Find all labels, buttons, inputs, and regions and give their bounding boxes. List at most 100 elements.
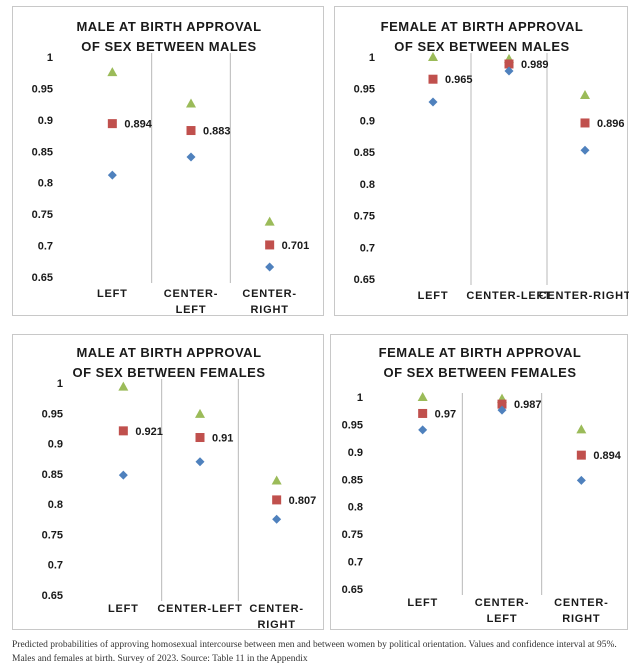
y-tick-label: 1 [57,378,63,390]
data-label: 0.701 [282,240,310,252]
lower-ci-marker [418,425,428,435]
chart-title-line: OF SEX BETWEEN MALES [81,39,256,54]
x-tick-label: LEFT [97,288,128,300]
point-estimate-marker [195,433,205,443]
x-tick-label: CENTER- [554,597,609,609]
x-tick-label: RIGHT [251,304,289,316]
chart-panel-male-sex-between-males: MALE AT BIRTH APPROVAL OF SEX BETWEEN MAL… [12,6,324,316]
y-tick-label: 0.8 [348,502,363,514]
point-estimate-marker [504,59,514,69]
figure-caption: Predicted probabilities of approving hom… [12,640,617,664]
x-tick-label: RIGHT [562,613,600,625]
y-tick-label: 0.75 [42,529,63,541]
y-tick-label: 0.7 [38,241,53,253]
chart-title-line: OF SEX BETWEEN FEMALES [383,365,576,380]
lower-ci-marker [118,470,128,480]
data-label: 0.921 [135,426,163,438]
y-tick-label: 0.9 [348,447,363,459]
lower-ci-marker [272,514,282,524]
y-tick-label: 0.9 [360,115,375,127]
lower-ci-marker [107,170,117,180]
lower-ci-marker [580,145,590,155]
x-tick-label: LEFT [418,290,449,302]
point-estimate-marker [428,74,438,84]
lower-ci-marker [195,457,205,467]
lower-ci-marker [497,405,507,415]
point-estimate-marker [272,495,282,505]
chart-panel-female-sex-between-females: FEMALE AT BIRTH APPROVAL OF SEX BETWEEN F… [330,334,628,630]
y-tick-label: 0.65 [32,272,53,284]
chart-title-line: OF SEX BETWEEN FEMALES [72,365,265,380]
x-tick-label: CENTER- [164,288,219,300]
y-tick-label: 0.65 [354,274,375,286]
y-tick-label: 0.65 [342,584,363,596]
y-tick-label: 0.9 [48,439,63,451]
data-label: 0.807 [289,495,317,507]
y-tick-label: 0.95 [354,84,375,96]
x-tick-label: CENTER-LEFT [466,290,551,302]
data-label: 0.97 [435,408,456,420]
y-tick-label: 0.85 [42,469,63,481]
data-label: 0.987 [514,399,542,411]
upper-ci-marker [107,67,118,77]
chart-title-line: FEMALE AT BIRTH APPROVAL [379,345,582,360]
point-estimate-marker [497,399,507,409]
y-tick-label: 0.75 [342,529,363,541]
x-tick-label: LEFT [108,603,139,615]
x-tick-label: CENTER- [242,288,297,300]
y-tick-label: 0.75 [354,211,375,223]
chart-title-line: OF SEX BETWEEN MALES [394,39,569,54]
chart-svg: MALE AT BIRTH APPROVAL OF SEX BETWEEN MAL… [32,19,310,316]
point-estimate-marker [107,119,117,129]
point-estimate-marker [118,426,128,436]
upper-ci-marker [264,216,275,226]
x-tick-label: CENTER-LEFT [157,603,242,615]
chart-panel-male-sex-between-females: MALE AT BIRTH APPROVAL OF SEX BETWEEN FEM… [12,334,324,631]
y-tick-label: 0.8 [38,178,53,190]
y-tick-label: 0.65 [42,590,63,602]
chart-title-line: MALE AT BIRTH APPROVAL [76,345,261,360]
data-label: 0.989 [521,59,549,71]
lower-ci-marker [428,97,438,107]
upper-ci-marker [186,98,196,108]
data-label: 0.894 [593,450,621,462]
y-tick-label: 0.95 [42,408,63,420]
point-estimate-marker [418,408,428,418]
chart-title-line: FEMALE AT BIRTH APPROVAL [381,19,584,34]
upper-ci-marker [271,475,282,485]
point-estimate-marker [576,450,586,460]
y-tick-label: 0.75 [32,209,53,221]
upper-ci-marker [576,424,587,434]
x-tick-label: LEFT [176,304,207,316]
x-tick-label: CENTER- [249,603,304,615]
y-tick-label: 0.8 [48,499,63,511]
upper-ci-marker [580,90,590,100]
y-tick-label: 0.85 [32,146,53,158]
x-tick-label: LEFT [407,597,438,609]
lower-ci-marker [576,475,586,485]
data-label: 0.965 [445,74,473,86]
upper-ci-marker [417,392,428,401]
x-tick-label: RIGHT [258,619,296,631]
lower-ci-marker [504,66,514,76]
x-tick-label: CENTER- [475,597,530,609]
point-estimate-marker [186,126,196,136]
chart-svg: FEMALE AT BIRTH APPROVAL OF SEX BETWEEN F… [342,345,622,625]
chart-title-line: MALE AT BIRTH APPROVAL [76,19,261,34]
chart-panel-female-sex-between-males: FEMALE AT BIRTH APPROVAL OF SEX BETWEEN M… [334,6,629,316]
x-tick-label: LEFT [487,613,518,625]
y-tick-label: 0.95 [32,83,53,95]
data-label: 0.894 [124,119,152,131]
y-tick-label: 0.7 [348,557,363,569]
data-label: 0.91 [212,433,233,445]
y-tick-label: 1 [369,52,375,64]
y-tick-label: 0.9 [38,115,53,127]
y-tick-label: 0.7 [48,560,63,572]
y-tick-label: 0.95 [342,419,363,431]
chart-svg: FEMALE AT BIRTH APPROVAL OF SEX BETWEEN M… [354,19,629,302]
lower-ci-marker [186,152,196,162]
y-tick-label: 0.8 [360,179,375,191]
chart-svg: MALE AT BIRTH APPROVAL OF SEX BETWEEN FEM… [42,345,317,631]
y-tick-label: 0.7 [360,242,375,254]
y-tick-label: 1 [47,52,53,64]
